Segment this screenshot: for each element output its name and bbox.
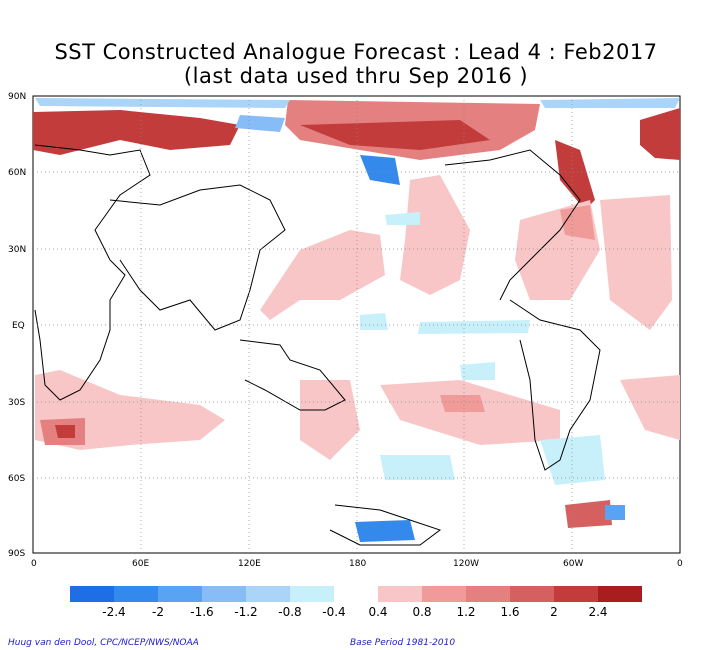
- colorbar-swatch: [510, 586, 554, 602]
- y-tick-label: 90S: [8, 549, 25, 559]
- colorbar-label: 0.8: [412, 605, 431, 619]
- colorbar-swatch: [378, 586, 422, 602]
- map-title: SST Constructed Analogue Forecast : Lead…: [54, 40, 658, 64]
- y-tick-label: 60N: [8, 168, 26, 178]
- x-tick-label: 120E: [238, 559, 261, 569]
- colorbar-swatch: [466, 586, 510, 602]
- colorbar-swatch: [290, 586, 334, 602]
- y-tick-label: 30S: [8, 398, 25, 408]
- y-tick-label: 60S: [8, 474, 25, 484]
- x-tick-label: 0: [677, 559, 683, 569]
- colorbar-swatch: [114, 586, 158, 602]
- colorbar-swatch: [598, 586, 642, 602]
- colorbar-label: -0.4: [322, 605, 345, 619]
- map-subtitle: (last data used thru Sep 2016 ): [183, 64, 529, 88]
- y-axis: 90N 60N 30N EQ 30S 60S 90S: [8, 92, 26, 559]
- x-tick-label: 120W: [453, 559, 479, 569]
- y-tick-label: EQ: [12, 321, 25, 331]
- colorbar-label: 2: [550, 605, 558, 619]
- colorbar-label: -1.6: [190, 605, 213, 619]
- y-tick-label: 30N: [8, 245, 26, 255]
- colorbar-swatch: [422, 586, 466, 602]
- colorbar-label: 2.4: [588, 605, 607, 619]
- colorbar-label: 1.2: [456, 605, 475, 619]
- x-axis: 0 60E 120E 180 120W 60W 0: [31, 559, 683, 569]
- x-tick-label: 60W: [563, 559, 583, 569]
- colorbar-label: -2.4: [102, 605, 125, 619]
- coastlines: [34, 144, 601, 546]
- x-tick-label: 60E: [132, 559, 149, 569]
- colorbar-swatch: [246, 586, 290, 602]
- anomaly-patches: [33, 98, 680, 542]
- x-tick-label: 180: [349, 559, 366, 569]
- colorbar-label: -2: [152, 605, 164, 619]
- graticule: [33, 96, 680, 553]
- colorbar-label: -1.2: [234, 605, 257, 619]
- colorbar: -2.4 -2 -1.6 -1.2 -0.8 -0.4 0.4 0.8 1.2 1.6 2 2.4: [70, 586, 642, 619]
- credit-base-period: Base Period 1981-2010: [350, 638, 456, 648]
- colorbar-label: -0.8: [278, 605, 301, 619]
- colorbar-swatch: [202, 586, 246, 602]
- colorbar-swatch: [70, 586, 114, 602]
- colorbar-swatch: [158, 586, 202, 602]
- y-tick-label: 90N: [8, 92, 26, 102]
- colorbar-swatch: [554, 586, 598, 602]
- x-tick-label: 0: [31, 559, 37, 569]
- colorbar-label: 1.6: [500, 605, 519, 619]
- credit-author: Huug van den Dool, CPC/NCEP/NWS/NOAA: [8, 638, 199, 648]
- colorbar-label: 0.4: [368, 605, 387, 619]
